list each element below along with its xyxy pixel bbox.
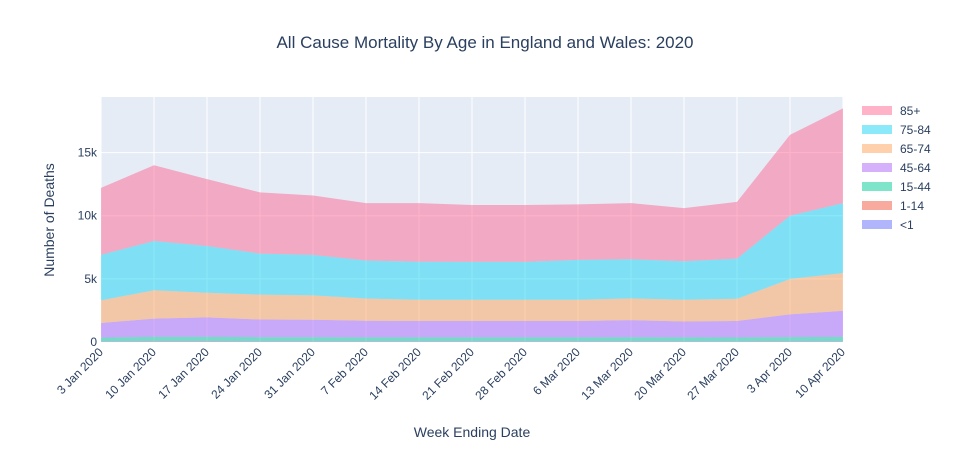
x-tick-label: 27 Mar 2020 [684, 345, 742, 403]
area-series [101, 108, 843, 342]
x-tick-label: 13 Mar 2020 [578, 345, 636, 403]
area-series-65-74[interactable] [101, 273, 843, 324]
legend-swatch [862, 220, 892, 229]
legend-item-65-74[interactable]: 65-74 [862, 142, 931, 156]
legend-item-1-14[interactable]: 1-14 [862, 199, 924, 213]
x-tick-label: 24 Jan 2020 [208, 345, 265, 402]
area-series-1[interactable] [101, 341, 843, 342]
legend-swatch [862, 106, 892, 115]
y-tick-label: 10k [78, 209, 98, 223]
x-tick-label: 6 Mar 2020 [530, 345, 583, 398]
y-tick-label: 5k [84, 272, 98, 286]
area-series-75-84[interactable] [101, 203, 843, 301]
legend-item-45-64[interactable]: 45-64 [862, 161, 931, 175]
x-tick-label: 3 Apr 2020 [744, 345, 795, 396]
legend: 85+ 75-84 65-74 45-64 15-44 1-14 <1 [862, 104, 931, 232]
legend-label: 85+ [900, 104, 920, 118]
area-series-15-44[interactable] [101, 336, 843, 342]
y-tick-label: 15k [78, 146, 98, 160]
x-tick-label: 3 Jan 2020 [54, 345, 106, 397]
legend-item-85[interactable]: 85+ [862, 104, 920, 118]
legend-swatch [862, 144, 892, 153]
x-tick-label: 31 Jan 2020 [261, 345, 318, 402]
x-tick-label: 21 Feb 2020 [419, 345, 477, 403]
legend-swatch [862, 201, 892, 210]
x-tick-label: 20 Mar 2020 [631, 345, 689, 403]
chart-title: All Cause Mortality By Age in England an… [276, 33, 693, 52]
legend-label: 45-64 [900, 161, 931, 175]
y-axis-ticks: 0 5k 10k 15k [78, 146, 98, 349]
x-tick-label: 10 Jan 2020 [102, 345, 159, 402]
legend-swatch [862, 163, 892, 172]
y-axis-title: Number of Deaths [41, 163, 57, 277]
x-tick-label: 14 Feb 2020 [366, 345, 424, 403]
legend-label: 75-84 [900, 123, 931, 137]
y-tick-label: 0 [90, 335, 97, 349]
x-tick-label: 17 Jan 2020 [155, 345, 212, 402]
x-axis-title: Week Ending Date [414, 424, 531, 440]
legend-label: 15-44 [900, 180, 931, 194]
legend-item-75-84[interactable]: 75-84 [862, 123, 931, 137]
legend-swatch [862, 182, 892, 191]
x-tick-label: 7 Feb 2020 [318, 345, 371, 398]
x-tick-label: 28 Feb 2020 [472, 345, 530, 403]
x-tick-label: 10 Apr 2020 [792, 345, 848, 401]
legend-item-1[interactable]: <1 [862, 218, 914, 232]
legend-label: 1-14 [900, 199, 924, 213]
legend-item-15-44[interactable]: 15-44 [862, 180, 931, 194]
area-series-1-14[interactable] [101, 340, 843, 342]
legend-label: 65-74 [900, 142, 931, 156]
legend-label: <1 [900, 218, 914, 232]
area-series-85[interactable] [101, 108, 843, 262]
legend-swatch [862, 125, 892, 134]
area-series-45-64[interactable] [101, 310, 843, 338]
